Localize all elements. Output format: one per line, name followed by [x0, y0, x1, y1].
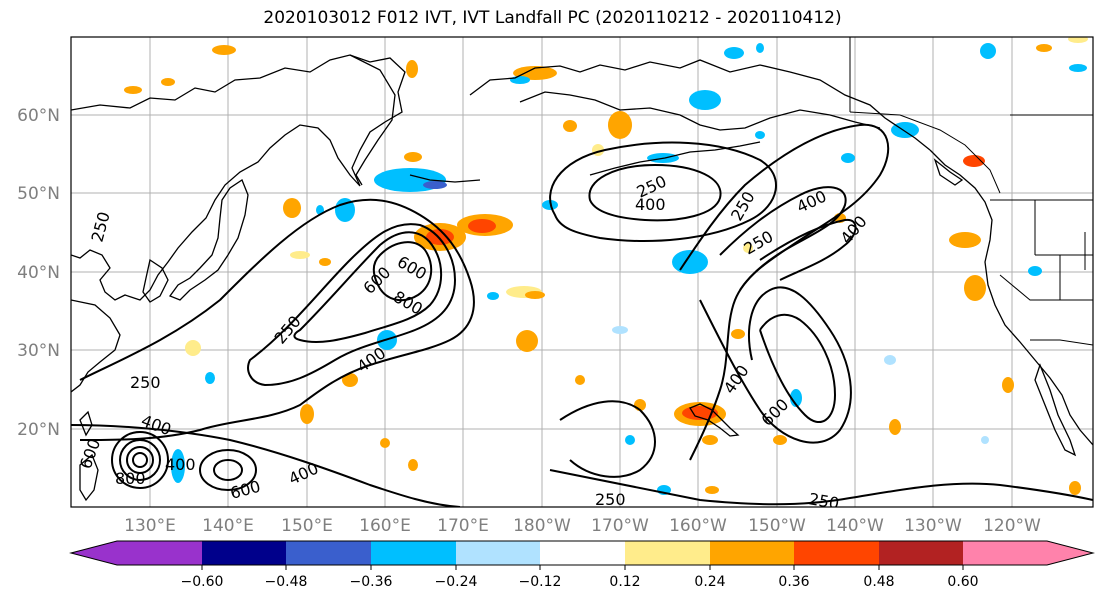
lon-label-140w: 140°W	[826, 516, 884, 536]
colorbar-tick-label: −0.48	[265, 574, 308, 590]
colorbar-segment-11	[963, 541, 1047, 565]
lon-label-140e: 140°E	[202, 516, 254, 536]
contour-label-400-gulf: 400	[635, 195, 666, 214]
lat-label-50n: 50°N	[17, 184, 60, 204]
lon-label-120w: 120°W	[983, 516, 1041, 536]
colorbar-tick-label: 0.12	[609, 574, 640, 590]
colorbar-segment-4	[371, 541, 457, 565]
colorbar-tick-label: 0.24	[694, 574, 725, 590]
lat-label-60n: 60°N	[17, 106, 60, 126]
lon-label-170e: 170°E	[437, 516, 489, 536]
colorbar-tick-label: −0.24	[435, 574, 478, 590]
positive-pc-patches	[124, 37, 1088, 495]
colorbar-segment-1	[117, 541, 203, 565]
colorbar-segment-2	[202, 541, 287, 565]
lat-label-40n: 40°N	[17, 263, 60, 283]
colorbar-tick-marks	[201, 565, 964, 570]
lon-label-160e: 160°E	[359, 516, 411, 536]
contour-label-250-japan: 250	[130, 373, 161, 392]
colorbar-segment-6	[540, 541, 626, 565]
lon-label-150w: 150°W	[748, 516, 806, 536]
colorbar-tick-label: 0.60	[947, 574, 978, 590]
longitude-labels: 130°E 140°E 150°E 160°E 170°E 180°W 170°…	[124, 516, 1041, 536]
colorbar-segment-8	[710, 541, 795, 565]
lon-label-160w: 160°W	[669, 516, 727, 536]
colorbar-segment-5	[456, 541, 541, 565]
latitude-labels: 60°N 50°N 40°N 30°N 20°N	[17, 106, 60, 440]
ivt-contours	[71, 123, 1093, 507]
colorbar-tick-label: 0.36	[778, 574, 809, 590]
colorbar-segment-9	[794, 541, 880, 565]
colorbar-extend-low	[71, 541, 118, 565]
colorbar-segment-10	[879, 541, 964, 565]
colorbar-tick-label: −0.60	[181, 574, 224, 590]
colorbar-tick-label: −0.36	[350, 574, 393, 590]
lon-label-150e: 150°E	[281, 516, 333, 536]
colorbar-segment-7	[625, 541, 711, 565]
lon-label-180w: 180°W	[513, 516, 571, 536]
contour-label-400-typhoon: 400	[165, 455, 196, 474]
colorbar-tick-label: 0.48	[863, 574, 894, 590]
lon-label-130e: 130°E	[124, 516, 176, 536]
colorbar-outline	[69, 540, 1095, 566]
colorbar-segment-3	[286, 541, 372, 565]
map-title: 2020103012 F012 IVT, IVT Landfall PC (20…	[263, 8, 842, 28]
contour-label-250-bottom: 250	[595, 490, 626, 509]
colorbar-extend-high	[1046, 541, 1093, 565]
lon-label-130w: 130°W	[904, 516, 962, 536]
political-borders	[849, 37, 1093, 346]
colorbar: −0.60 −0.48 −0.36 −0.24 −0.12 0.12 0.24 …	[69, 540, 1095, 590]
lat-label-20n: 20°N	[17, 420, 60, 440]
colorbar-tick-label: −0.12	[519, 574, 562, 590]
lat-label-30n: 30°N	[17, 341, 60, 361]
map-frame	[70, 36, 1094, 508]
lon-label-170w: 170°W	[591, 516, 649, 536]
contour-label-250-bottom2: 250	[807, 489, 840, 513]
gridlines	[71, 37, 1093, 507]
contour-label-800-typhoon: 800	[115, 469, 146, 488]
